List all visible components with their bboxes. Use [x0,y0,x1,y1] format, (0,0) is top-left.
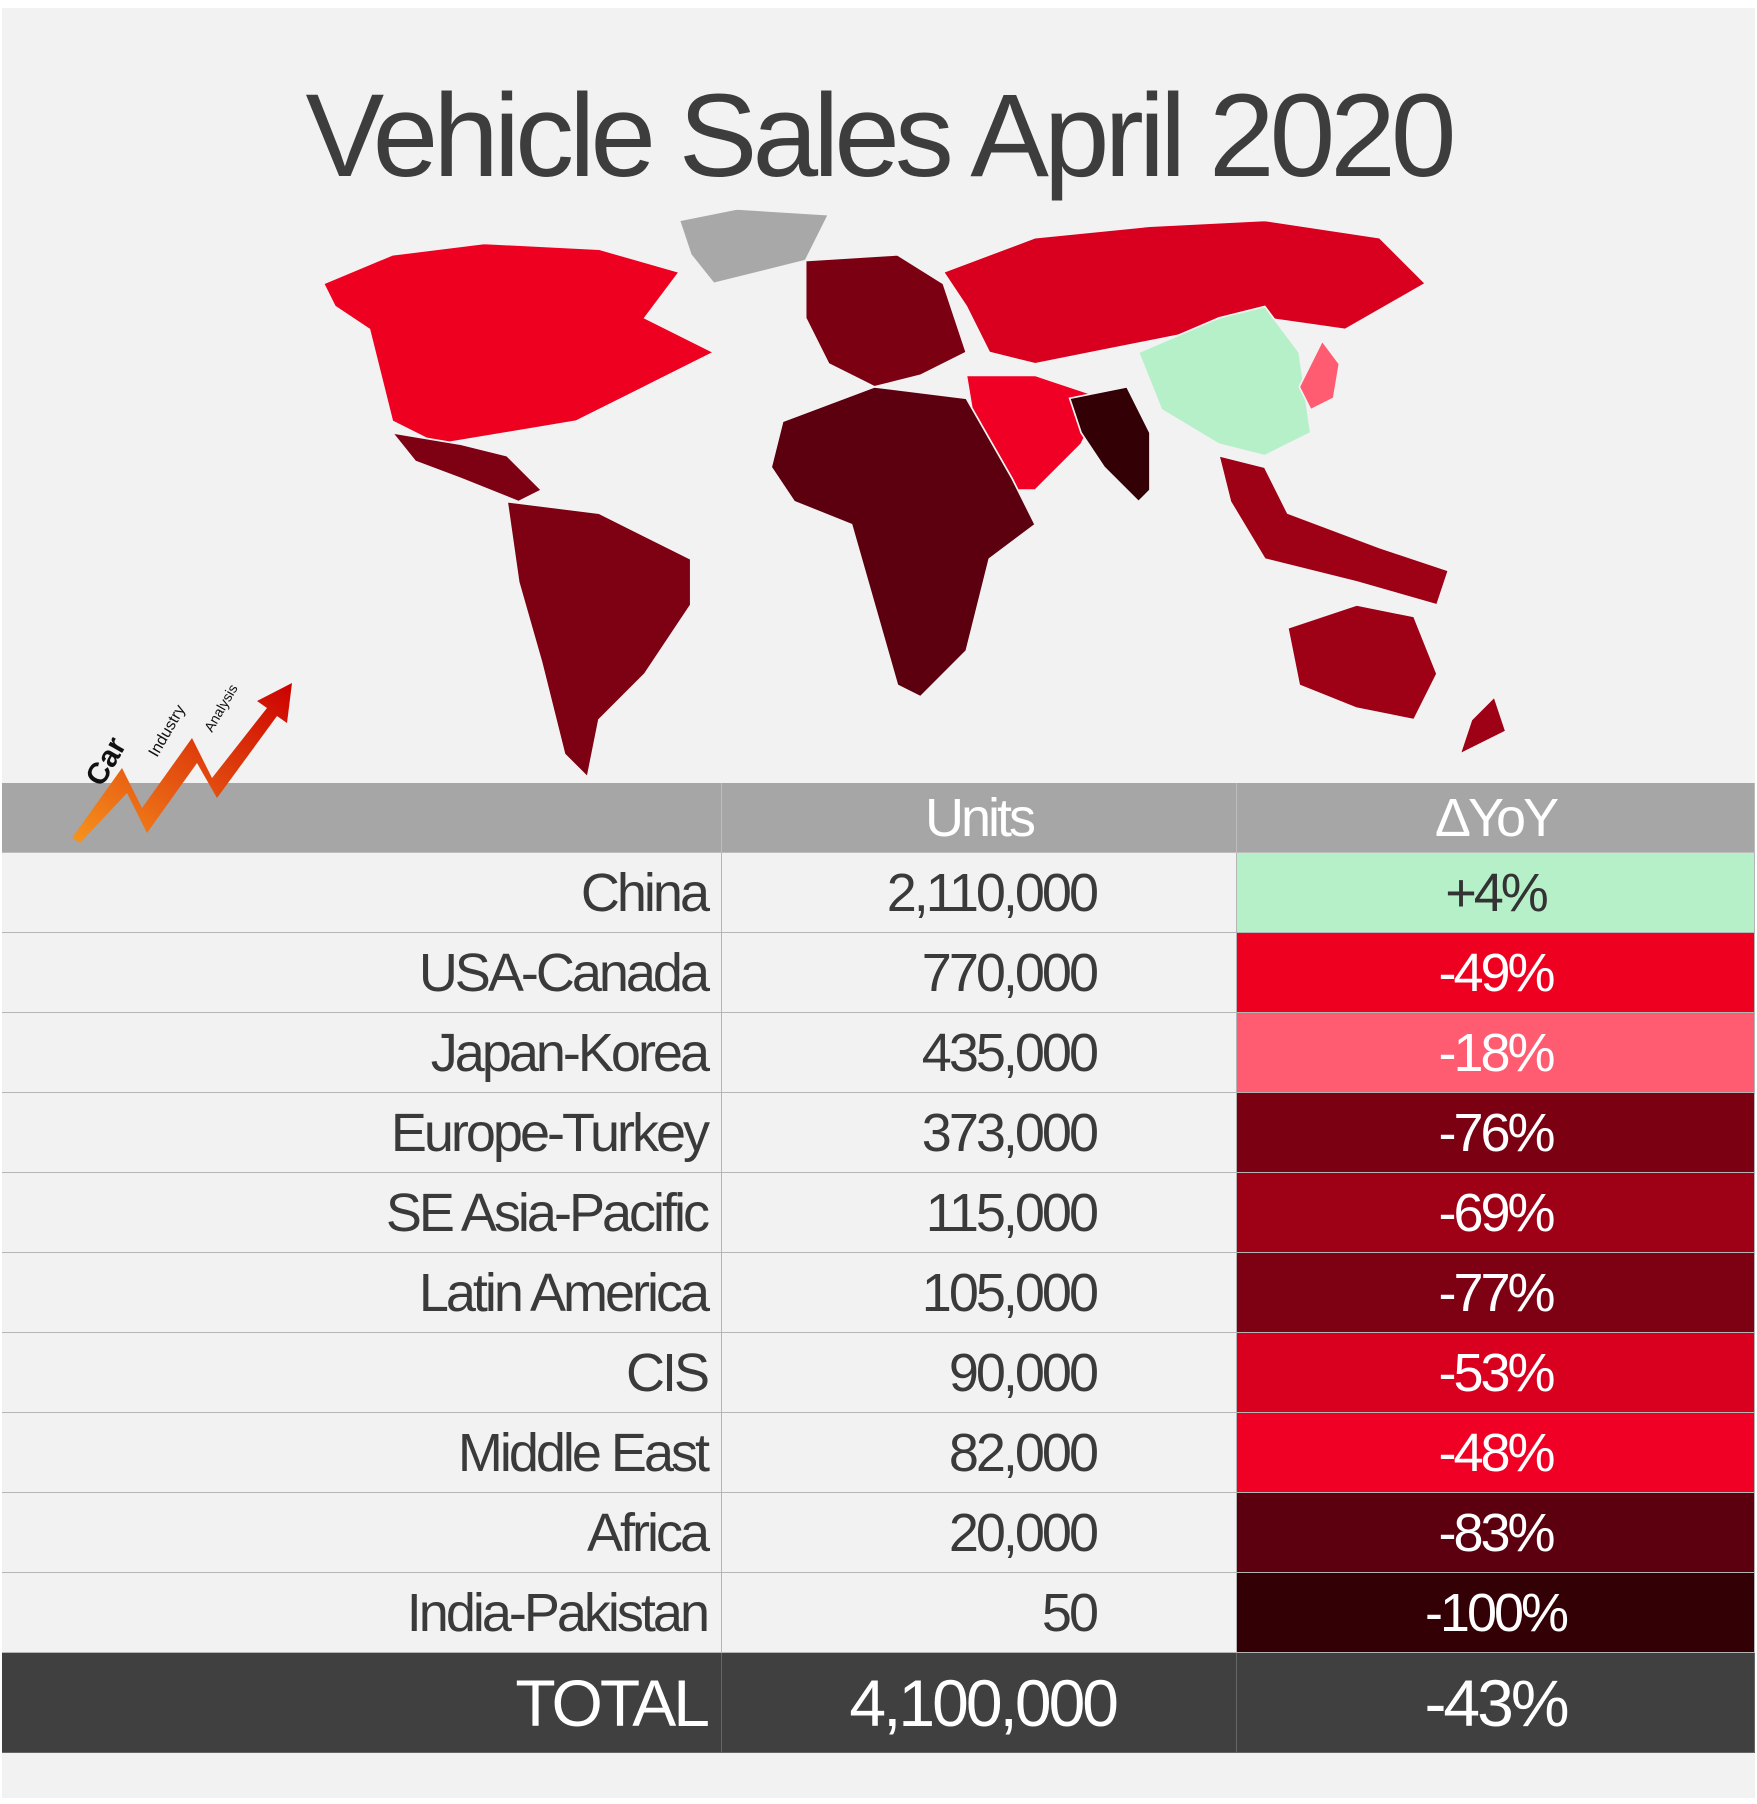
china [1137,305,1312,457]
header-cell: ΔYoY [1237,783,1755,853]
change-cell: -48% [1237,1413,1755,1493]
logo: Car Industry Analysis [72,681,292,843]
units-cell: 435,000 [722,1013,1237,1093]
region-cell: Middle East [2,1413,722,1493]
change-cell: -100% [1237,1573,1755,1653]
change-cell: -49% [1237,933,1755,1013]
total-units: 4,100,000 [722,1653,1237,1753]
table-row: China 2,110,000 +4% [2,853,1755,933]
logo-word: Industry [146,702,189,760]
japan-korea [1298,339,1341,411]
table-row: Europe-Turkey 373,000 -76% [2,1093,1755,1173]
units-cell: 105,000 [722,1253,1237,1333]
change-cell: -83% [1237,1493,1755,1573]
se-asia [1217,454,1450,607]
table-row: CIS 90,000 -53% [2,1333,1755,1413]
header-row: Units ΔYoY [2,783,1755,853]
units-cell: 82,000 [722,1413,1237,1493]
units-cell: 373,000 [722,1093,1237,1173]
region-cell: India-Pakistan [2,1573,722,1653]
region-cell: Europe-Turkey [2,1093,722,1173]
africa [770,385,1037,698]
world-map [322,208,1507,779]
table-row: Japan-Korea 435,000 -18% [2,1013,1755,1093]
table-row: Africa 20,000 -83% [2,1493,1755,1573]
region-cell: CIS [2,1333,722,1413]
region-cell: USA-Canada [2,933,722,1013]
total-row: TOTAL 4,100,000 -43% [2,1653,1755,1753]
region-cell: SE Asia-Pacific [2,1173,722,1253]
units-cell: 2,110,000 [722,853,1237,933]
logo-arrow [72,683,292,843]
units-cell: 770,000 [722,933,1237,1013]
header-cell: Units [722,783,1237,853]
table-row: India-Pakistan 50 -100% [2,1573,1755,1653]
table-row: SE Asia-Pacific 115,000 -69% [2,1173,1755,1253]
south-america [506,500,692,779]
change-cell: -18% [1237,1013,1755,1093]
region-cell: Africa [2,1493,722,1573]
region-cell: Japan-Korea [2,1013,722,1093]
total-label: TOTAL [2,1653,722,1753]
panel: Vehicle Sales April 2020 Units ΔYoY China 2… [2,8,1755,1798]
total-change: -43% [1237,1653,1755,1753]
table-row: USA-Canada 770,000 -49% [2,933,1755,1013]
change-cell: -53% [1237,1333,1755,1413]
usa-canada [322,242,716,446]
table-row: Middle East 82,000 -48% [2,1413,1755,1493]
units-cell: 50 [722,1573,1237,1653]
change-cell: -69% [1237,1173,1755,1253]
region-cell: China [2,853,722,933]
region-cell: Latin America [2,1253,722,1333]
logo-word: Analysis [201,681,241,734]
units-cell: 115,000 [722,1173,1237,1253]
europe [804,253,968,388]
units-cell: 20,000 [722,1493,1237,1573]
units-cell: 90,000 [722,1333,1237,1413]
change-cell: -76% [1237,1093,1755,1173]
new-zealand [1458,695,1507,756]
title: Vehicle Sales April 2020 [305,70,1456,202]
cis [942,219,1427,365]
change-cell: -77% [1237,1253,1755,1333]
table-row: Latin America 105,000 -77% [2,1253,1755,1333]
change-cell: +4% [1237,853,1755,933]
australia [1286,604,1438,721]
india [1068,385,1151,503]
central-america [390,431,544,503]
